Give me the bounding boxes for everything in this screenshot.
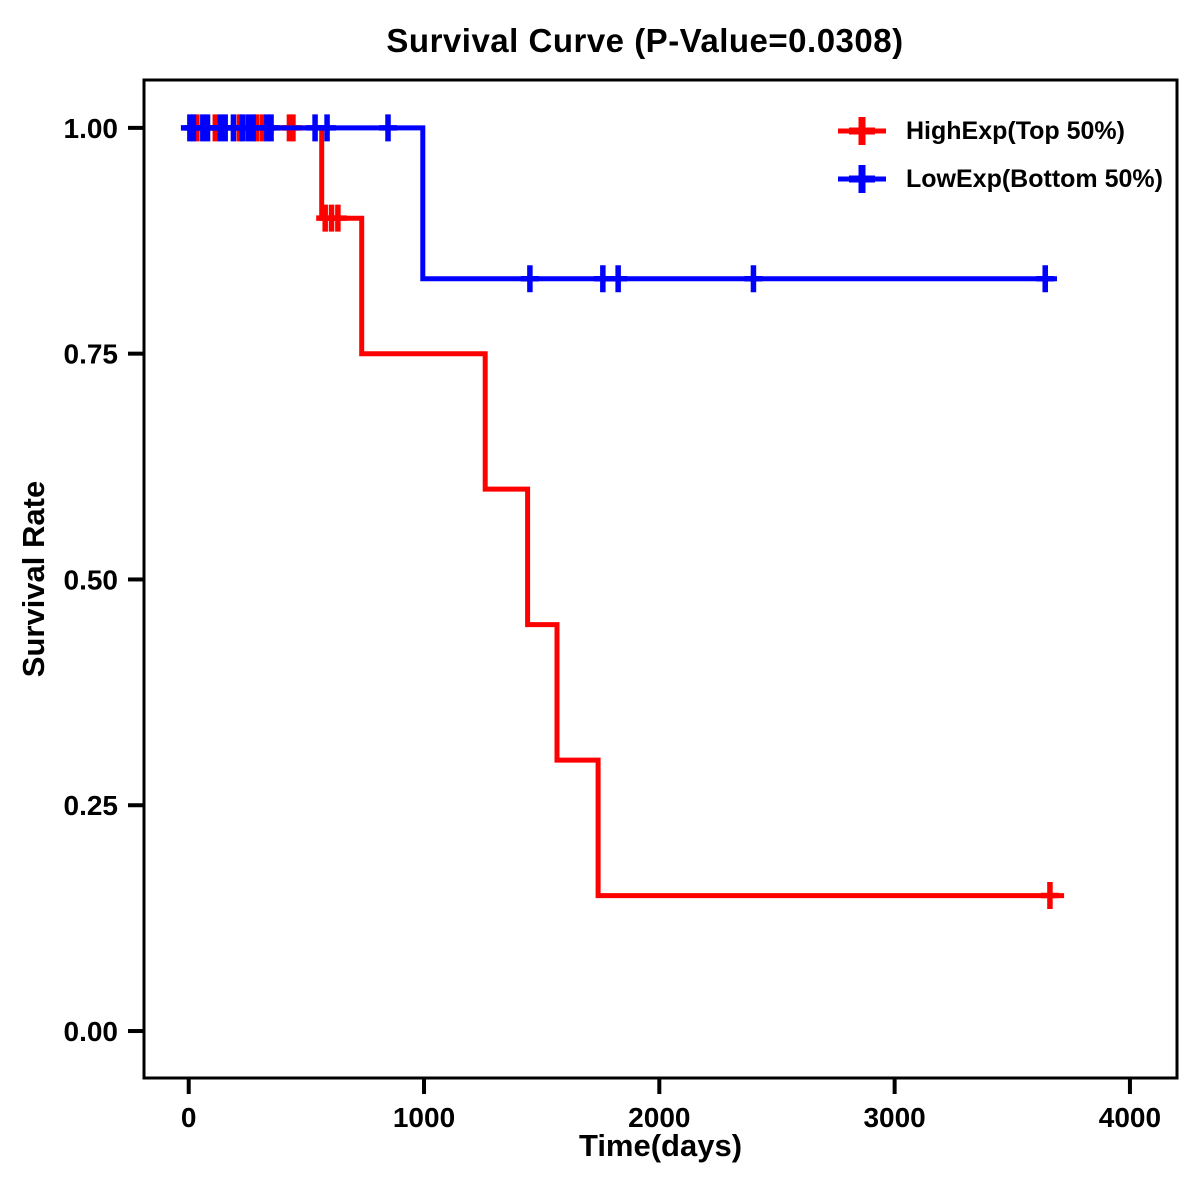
censor-mark-lowexp [262, 114, 281, 142]
censor-mark-lowexp [318, 114, 337, 142]
censor-mark-highexp [328, 204, 347, 232]
x-tick-label: 1000 [393, 1102, 455, 1133]
censor-mark-lowexp [379, 114, 398, 142]
censor-mark-lowexp [1036, 265, 1055, 293]
x-tick-label: 0 [181, 1102, 197, 1133]
x-tick-label: 3000 [863, 1102, 925, 1133]
x-axis-title: Time(days) [578, 1128, 743, 1163]
legend-label: HighExp(Top 50%) [906, 116, 1125, 145]
x-tick-label: 4000 [1099, 1102, 1161, 1133]
censor-mark-lowexp [744, 265, 763, 293]
legend-label: LowExp(Bottom 50%) [906, 164, 1163, 193]
chart-title: Survival Curve (P-Value=0.0308) [386, 22, 904, 59]
legend-plus-glyph [849, 165, 875, 193]
legend-item-lowexp: LowExp(Bottom 50%) [836, 162, 1163, 196]
censor-mark-lowexp [609, 265, 628, 293]
highexp-plus-marker-icon [838, 117, 886, 145]
y-tick-label: 0.50 [64, 564, 119, 595]
x-tick-label: 2000 [628, 1102, 690, 1133]
y-tick-label: 0.00 [64, 1016, 119, 1047]
y-tick-label: 0.25 [64, 790, 119, 821]
legend-plus-glyph [849, 117, 875, 145]
survival-curve-lowexp [188, 125, 1057, 282]
lowexp-plus-marker-icon [838, 165, 886, 193]
censor-mark-highexp [1040, 882, 1059, 910]
y-tick-label: 0.75 [64, 339, 119, 370]
survival-curve-highexp [188, 125, 1065, 899]
legend: HighExp(Top 50%) LowExp(Bottom 50%) [836, 114, 1163, 196]
plot-frame [142, 78, 1179, 1080]
censor-mark-lowexp [520, 265, 539, 293]
y-axis-title: Survival Rate [16, 480, 51, 678]
censor-mark-lowexp [593, 265, 612, 293]
y-tick-label: 1.00 [64, 113, 119, 144]
legend-item-highexp: HighExp(Top 50%) [836, 114, 1163, 148]
